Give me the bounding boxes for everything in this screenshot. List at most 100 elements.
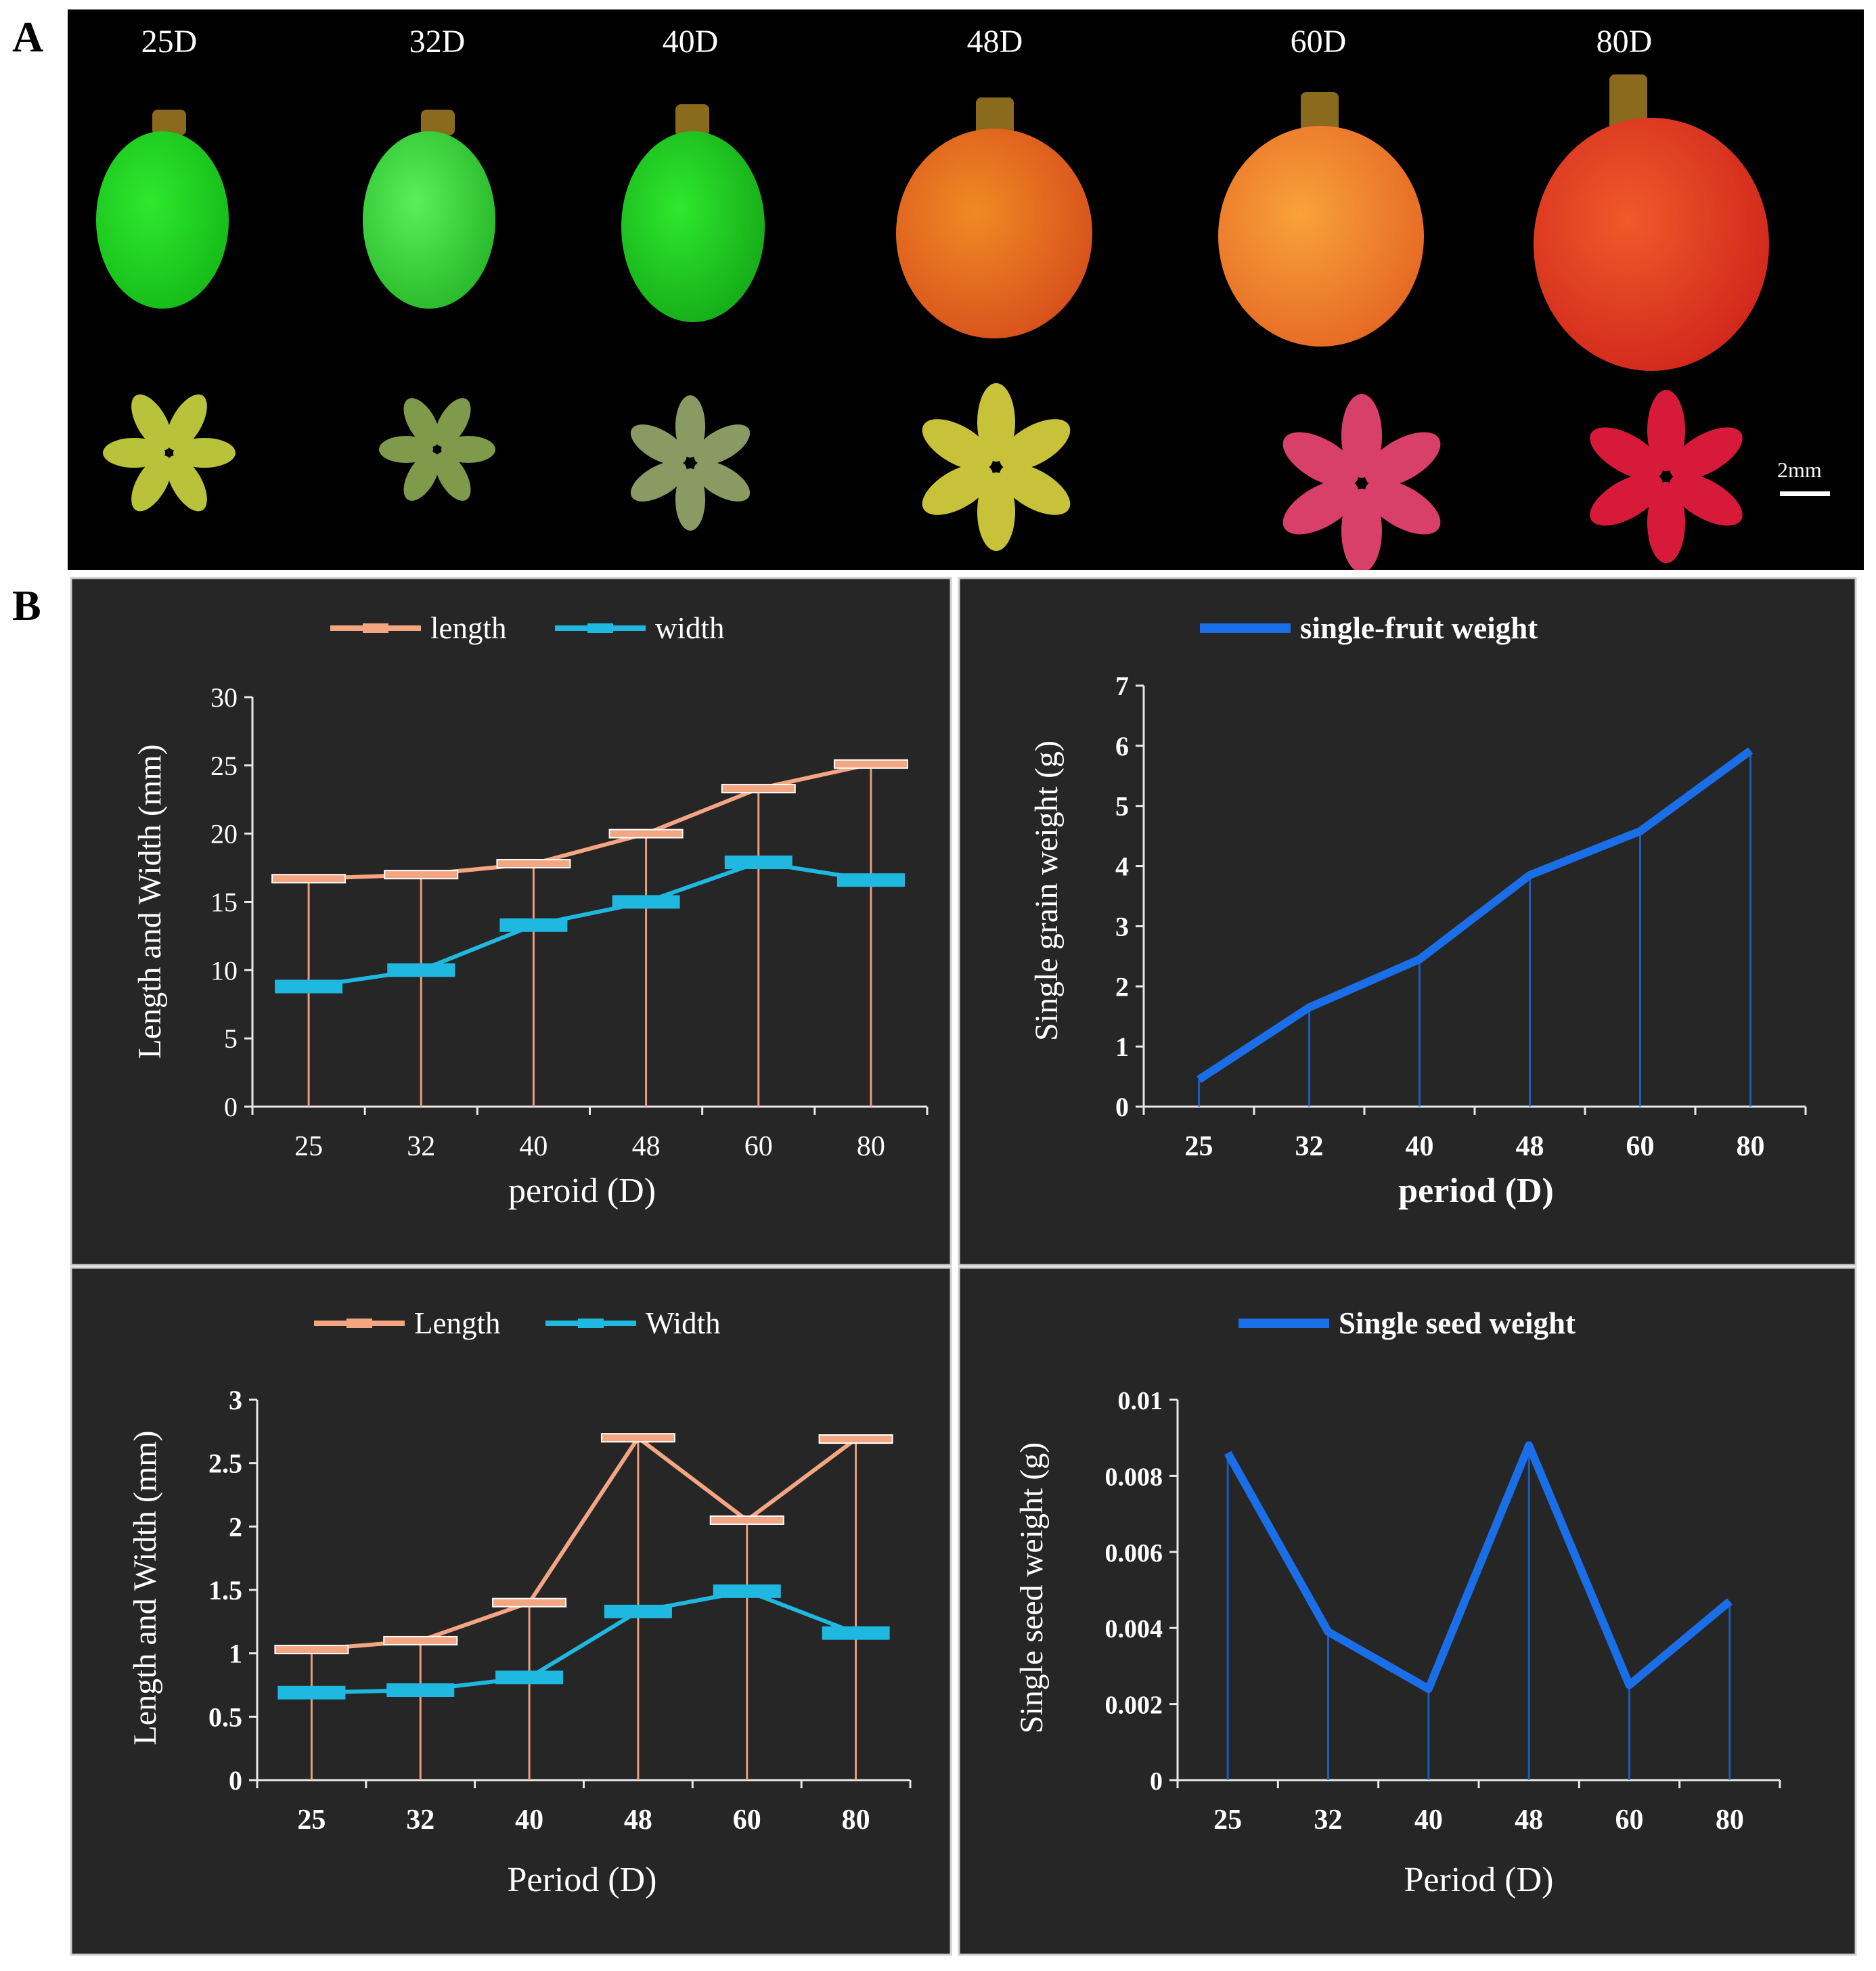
data-marker bbox=[274, 1645, 349, 1655]
legend-marker bbox=[578, 1319, 604, 1328]
y-tick-label: 0.006 bbox=[1105, 1539, 1163, 1568]
data-marker bbox=[495, 1670, 564, 1685]
y-tick-label: 4 bbox=[1115, 851, 1129, 882]
series-line-single-fruit-weight bbox=[1197, 747, 1754, 1084]
x-axis-title: period (D) bbox=[1398, 1172, 1554, 1210]
chart-panel bbox=[70, 1266, 952, 1956]
data-marker bbox=[713, 1584, 781, 1598]
data-marker bbox=[499, 918, 568, 932]
y-tick-label: 0 bbox=[229, 1765, 242, 1796]
x-tick-label: 80 bbox=[842, 1804, 870, 1836]
x-tick-label: 40 bbox=[1406, 1131, 1434, 1162]
y-tick-label: 6 bbox=[1115, 731, 1129, 761]
data-marker bbox=[833, 759, 908, 769]
data-marker bbox=[384, 870, 459, 880]
y-tick-label: 30 bbox=[210, 682, 238, 713]
stage-label: 40D bbox=[662, 24, 719, 60]
y-tick-label: 5 bbox=[224, 1023, 238, 1054]
x-tick-label: 32 bbox=[407, 1131, 435, 1162]
stage-label: 48D bbox=[966, 24, 1023, 60]
data-marker bbox=[271, 874, 347, 884]
y-tick-label: 3 bbox=[1115, 911, 1129, 942]
stage-label: 60D bbox=[1290, 24, 1347, 60]
y-tick-label: 1 bbox=[229, 1639, 242, 1669]
x-tick-label: 32 bbox=[1295, 1131, 1324, 1162]
x-tick-label: 25 bbox=[297, 1804, 326, 1836]
y-tick-label: 5 bbox=[1115, 791, 1129, 822]
seed-cluster-48d bbox=[922, 383, 1071, 551]
legend-label: single-fruit weight bbox=[1300, 611, 1538, 645]
y-axis-title: Length and Width (mm) bbox=[127, 1430, 163, 1745]
data-marker bbox=[277, 1685, 346, 1700]
x-axis-title: Period (D) bbox=[508, 1861, 657, 1899]
chart-panel bbox=[958, 1266, 1857, 1956]
y-tick-label: 15 bbox=[210, 887, 238, 918]
x-axis-title: Period (D) bbox=[1404, 1861, 1554, 1899]
seed-cluster-80d bbox=[1590, 390, 1743, 563]
data-marker bbox=[724, 856, 792, 870]
fruit-stem bbox=[152, 110, 186, 135]
x-tick-label: 80 bbox=[857, 1131, 885, 1162]
y-axis-title: Single seed weight (g) bbox=[1014, 1442, 1050, 1734]
data-marker bbox=[822, 1626, 890, 1640]
stage-label: 32D bbox=[409, 24, 466, 60]
legend-label: Width bbox=[646, 1306, 721, 1340]
data-marker bbox=[608, 828, 684, 839]
x-tick-label: 48 bbox=[632, 1131, 661, 1162]
y-tick-label: 2 bbox=[1115, 971, 1129, 1002]
x-tick-label: 48 bbox=[1515, 1804, 1543, 1836]
y-tick-label: 0.004 bbox=[1105, 1615, 1163, 1643]
x-tick-label: 40 bbox=[1414, 1804, 1443, 1836]
legend-label: width bbox=[655, 611, 725, 645]
data-marker bbox=[836, 873, 905, 887]
legend-marker bbox=[363, 623, 388, 633]
x-tick-label: 25 bbox=[1213, 1804, 1242, 1836]
y-tick-label: 0.5 bbox=[208, 1702, 242, 1732]
fruit-25d bbox=[96, 131, 229, 309]
stage-label: 80D bbox=[1596, 24, 1653, 60]
x-tick-label: 25 bbox=[294, 1131, 323, 1162]
fruit-48d bbox=[896, 129, 1092, 338]
seed-cluster-60d bbox=[1282, 394, 1441, 570]
data-marker bbox=[383, 1635, 458, 1645]
legend-marker bbox=[587, 623, 613, 633]
y-tick-label: 3 bbox=[229, 1385, 242, 1415]
data-marker bbox=[492, 1597, 567, 1608]
legend-label: Length bbox=[414, 1306, 500, 1340]
x-tick-label: 60 bbox=[733, 1804, 761, 1836]
y-tick-label: 2 bbox=[229, 1511, 242, 1542]
legend-marker bbox=[347, 1319, 372, 1328]
y-tick-label: 10 bbox=[210, 955, 238, 986]
series-line-single-seed-weight bbox=[1224, 1441, 1733, 1693]
fruit-stem bbox=[421, 110, 455, 135]
y-tick-label: 1.5 bbox=[208, 1575, 242, 1605]
data-marker bbox=[496, 859, 571, 869]
x-tick-label: 60 bbox=[1615, 1804, 1644, 1836]
y-tick-label: 0 bbox=[1150, 1767, 1163, 1796]
y-tick-label: 0.002 bbox=[1105, 1691, 1163, 1720]
data-marker bbox=[275, 979, 343, 994]
y-tick-label: 1 bbox=[1115, 1032, 1129, 1062]
y-tick-label: 0.008 bbox=[1105, 1463, 1163, 1491]
y-tick-label: 25 bbox=[210, 751, 238, 781]
x-tick-label: 32 bbox=[406, 1804, 434, 1836]
x-axis-title: peroid (D) bbox=[508, 1172, 656, 1210]
legend-label: Single seed weight bbox=[1339, 1306, 1576, 1340]
scale-bar bbox=[1780, 491, 1830, 496]
data-marker bbox=[387, 963, 455, 977]
scale-bar-label: 2mm bbox=[1777, 458, 1822, 482]
chart-panel bbox=[958, 577, 1857, 1266]
y-tick-label: 2.5 bbox=[208, 1448, 242, 1479]
data-marker bbox=[604, 1604, 672, 1618]
legend-label: length bbox=[430, 611, 506, 645]
panel-label-b: B bbox=[12, 581, 41, 629]
x-tick-label: 48 bbox=[624, 1804, 652, 1836]
x-tick-label: 48 bbox=[1516, 1131, 1544, 1162]
y-axis-title: Single grain weight (g) bbox=[1029, 740, 1065, 1041]
data-marker bbox=[612, 895, 680, 909]
panel-label-a: A bbox=[12, 13, 44, 61]
y-tick-label: 0.01 bbox=[1118, 1387, 1163, 1415]
y-tick-label: 0 bbox=[224, 1092, 238, 1122]
y-axis-title: Length and Width (mm) bbox=[132, 744, 168, 1059]
